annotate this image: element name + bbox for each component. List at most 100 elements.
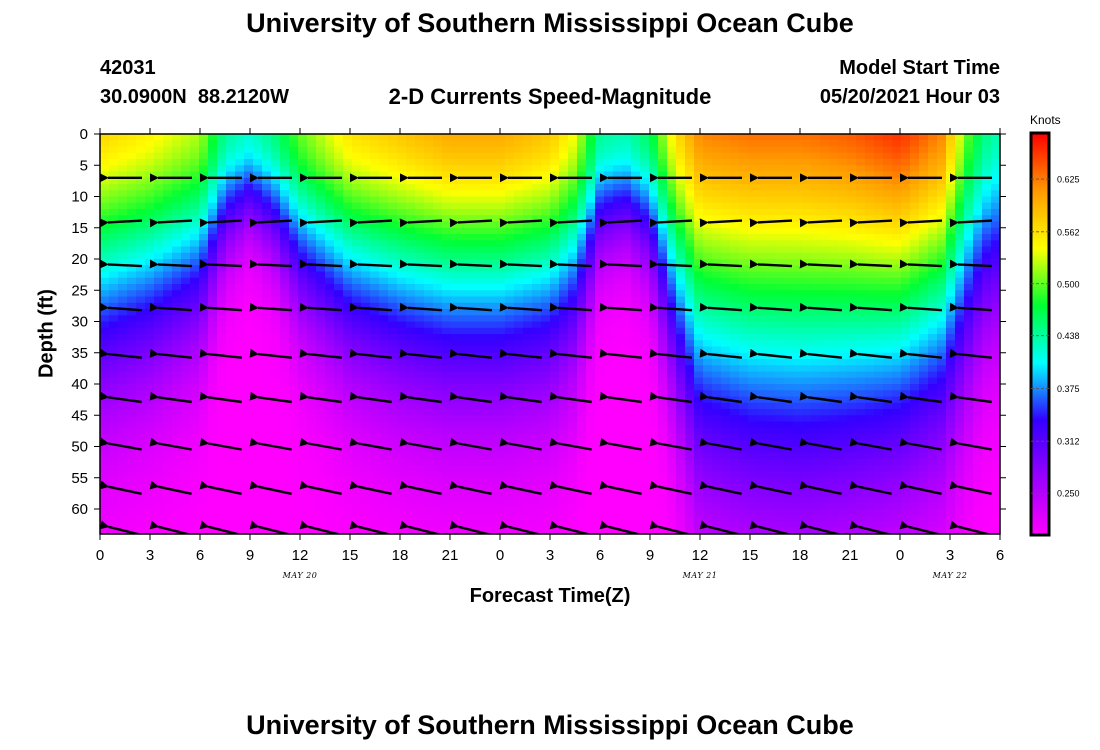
heatmap-cell xyxy=(550,315,560,323)
heatmap-cell xyxy=(514,377,524,385)
heatmap-cell xyxy=(973,227,983,235)
heatmap-cell xyxy=(919,334,929,341)
heatmap-cell xyxy=(982,434,992,441)
heatmap-cell xyxy=(460,371,470,379)
heatmap-cell xyxy=(343,171,353,179)
heatmap-cell xyxy=(559,415,569,423)
heatmap-cell xyxy=(739,290,749,298)
heatmap-cell xyxy=(550,334,560,341)
heatmap-cell xyxy=(604,240,614,248)
heatmap-cell xyxy=(280,415,290,423)
heatmap-cell xyxy=(253,340,263,348)
heatmap-cell xyxy=(910,402,920,410)
heatmap-cell xyxy=(262,427,272,435)
heatmap-cell xyxy=(361,271,371,279)
heatmap-cell xyxy=(811,290,821,298)
heatmap-cell xyxy=(109,315,119,323)
heatmap-cell xyxy=(892,146,902,154)
heatmap-cell xyxy=(253,140,263,148)
heatmap-cell xyxy=(406,152,416,160)
heatmap-cell xyxy=(766,246,776,254)
heatmap-cell xyxy=(586,252,596,260)
heatmap-cell xyxy=(640,402,650,410)
heatmap-cell xyxy=(658,177,668,185)
heatmap-cell xyxy=(163,284,173,291)
heatmap-cell xyxy=(244,327,254,335)
heatmap-cell xyxy=(919,327,929,335)
heatmap-cell xyxy=(478,271,488,279)
heatmap-cell xyxy=(424,421,434,429)
heatmap-cell xyxy=(757,140,767,148)
station-coords: 30.0900N 88.2120W xyxy=(100,86,290,108)
heatmap-cell xyxy=(649,309,659,316)
heatmap-cell xyxy=(631,427,641,435)
heatmap-cell xyxy=(460,140,470,148)
heatmap-cell xyxy=(307,327,317,335)
heatmap-cell xyxy=(343,302,353,310)
heatmap-cell xyxy=(793,152,803,160)
heatmap-cell xyxy=(730,277,740,285)
heatmap-cell xyxy=(973,434,983,441)
heatmap-cell xyxy=(595,309,605,316)
heatmap-cell xyxy=(190,346,200,354)
heatmap-cell xyxy=(397,352,407,360)
heatmap-cell xyxy=(496,327,506,335)
heatmap-cell xyxy=(991,209,1000,216)
heatmap-cell xyxy=(667,340,677,348)
heatmap-cell xyxy=(946,271,956,279)
heatmap-cell xyxy=(793,240,803,248)
heatmap-cell xyxy=(676,221,686,229)
heatmap-cell xyxy=(856,390,866,398)
heatmap-cell xyxy=(955,190,965,198)
heatmap-cell xyxy=(982,415,992,423)
heatmap-cell xyxy=(658,184,668,191)
heatmap-cell xyxy=(631,209,641,216)
heatmap-cell xyxy=(811,402,821,410)
heatmap-cell xyxy=(532,221,542,229)
heatmap-cell xyxy=(838,215,848,223)
heatmap-cell xyxy=(847,434,857,441)
heatmap-cell xyxy=(721,165,731,173)
heatmap-cell xyxy=(694,134,704,141)
heatmap-cell xyxy=(235,352,245,360)
heatmap-cell xyxy=(397,134,407,141)
heatmap-cell xyxy=(658,415,668,423)
heatmap-cell xyxy=(280,365,290,373)
heatmap-cell xyxy=(154,359,164,366)
heatmap-cell xyxy=(739,246,749,254)
heatmap-cell xyxy=(559,327,569,335)
heatmap-cell xyxy=(487,215,497,223)
heatmap-cell xyxy=(145,409,155,416)
heatmap-cell xyxy=(532,234,542,241)
heatmap-cell xyxy=(802,390,812,398)
heatmap-cell xyxy=(226,309,236,316)
heatmap-cell xyxy=(379,359,389,366)
heatmap-cell xyxy=(712,284,722,291)
heatmap-cell xyxy=(379,290,389,298)
heatmap-cell xyxy=(172,209,182,216)
heatmap-cell xyxy=(433,346,443,354)
heatmap-cell xyxy=(712,427,722,435)
heatmap-cell xyxy=(289,259,299,266)
heatmap-cell xyxy=(433,402,443,410)
heatmap-cell xyxy=(163,402,173,410)
heatmap-cell xyxy=(748,140,758,148)
heatmap-cell xyxy=(748,302,758,310)
heatmap-cell xyxy=(271,240,281,248)
heatmap-cell xyxy=(577,371,587,379)
heatmap-cell xyxy=(757,321,767,329)
heatmap-cell xyxy=(802,371,812,379)
heatmap-cell xyxy=(784,190,794,198)
heatmap-cell xyxy=(406,196,416,204)
heatmap-cell xyxy=(559,259,569,266)
heatmap-cell xyxy=(586,277,596,285)
heatmap-cell xyxy=(244,346,254,354)
heatmap-cell xyxy=(514,152,524,160)
heatmap-cell xyxy=(145,134,155,141)
heatmap-cell xyxy=(982,390,992,398)
heatmap-cell xyxy=(748,252,758,260)
heatmap-cell xyxy=(289,384,299,391)
heatmap-cell xyxy=(694,271,704,279)
heatmap-cell xyxy=(118,365,128,373)
heatmap-cell xyxy=(613,152,623,160)
